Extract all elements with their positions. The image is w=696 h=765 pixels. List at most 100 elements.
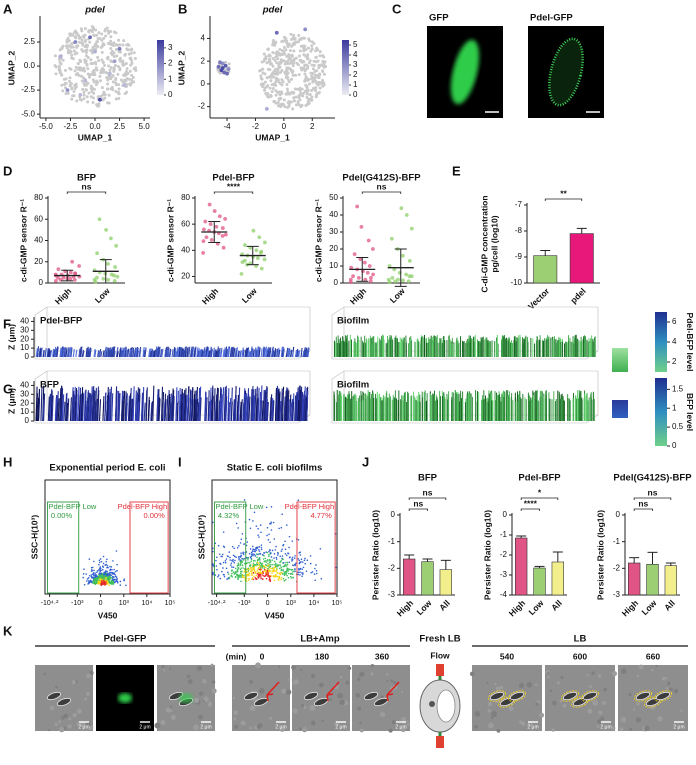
event-dot: [242, 567, 244, 569]
cell-dot: [82, 90, 86, 94]
data-point: [68, 270, 73, 275]
y-tick-label: -10: [510, 278, 522, 287]
bfp-signal: [163, 401, 166, 422]
event-dot: [269, 575, 272, 578]
bfp-signal: [149, 351, 152, 358]
event-dot: [251, 578, 253, 580]
bfp-signal: [97, 350, 100, 358]
significance-label: **: [560, 188, 567, 198]
cell-dot: [123, 78, 127, 82]
cell-dot: [109, 39, 113, 43]
cell-dot: [305, 77, 309, 81]
cell-dot: [317, 76, 321, 80]
cell-dot: [130, 61, 134, 65]
bfp-signal: [169, 393, 172, 422]
time-label: 660: [646, 651, 660, 661]
bfp-signal: [129, 349, 132, 358]
scale-bar-label: 2 μm: [78, 724, 89, 730]
texture: [487, 701, 493, 707]
depth-colorbar: [612, 400, 628, 418]
bfp-signal: [233, 348, 236, 358]
cell-dot: [318, 50, 322, 54]
colorbar: [655, 378, 667, 446]
bfp-signal: [251, 386, 254, 422]
cell-dot: [262, 59, 266, 63]
gate-percent: 0.00%: [143, 511, 165, 520]
cell-dot: [61, 89, 65, 93]
bfp-signal: [205, 346, 208, 358]
cell-dot: [111, 73, 115, 77]
bfp-signal: [73, 401, 76, 422]
texture: [474, 710, 481, 717]
cell-dot: [121, 59, 125, 63]
bfp-signal: [294, 350, 298, 358]
event-dot: [106, 566, 108, 569]
cell-dot: [94, 28, 98, 32]
cell-dot: [130, 73, 134, 77]
cell-dot: [132, 51, 136, 55]
cell-dot: [292, 41, 296, 45]
event-dot: [98, 559, 101, 562]
cell-dot: [103, 63, 107, 67]
bfp-signal: [56, 402, 59, 422]
data-point: [223, 217, 228, 221]
bfp-signal: [229, 397, 232, 422]
bfp-signal: [85, 400, 88, 422]
bfp-signal: [50, 391, 53, 422]
significance-label: ns: [648, 487, 658, 497]
bfp-signal: [260, 385, 263, 422]
event-dot: [242, 552, 244, 555]
significance-label: ****: [227, 181, 241, 191]
event-dot: [242, 576, 244, 579]
cell-dot: [84, 83, 88, 87]
texture: [279, 726, 285, 732]
event-dot: [89, 581, 92, 583]
bfp-signal: [295, 393, 298, 422]
cell-outline: [580, 690, 600, 702]
y-tick-label: -3: [613, 590, 621, 599]
texture: [248, 726, 252, 730]
y-tick-label: 20: [329, 244, 338, 253]
cell-dot: [123, 92, 127, 96]
bfp-signal: [175, 387, 178, 422]
event-dot: [105, 560, 108, 563]
texture: [597, 719, 602, 724]
event-dot: [305, 570, 308, 573]
bfp-signal: [102, 350, 105, 358]
event-dot: [250, 572, 253, 575]
texture: [169, 705, 173, 708]
bfp-signal: [290, 349, 293, 358]
cell-dot: [90, 49, 94, 53]
cell-dot: [117, 87, 121, 91]
event-dot: [239, 559, 242, 561]
event-dot: [291, 558, 294, 561]
texture: [602, 700, 607, 705]
bfp-signal: [67, 398, 70, 422]
event-dot: [229, 556, 231, 559]
gate: [47, 501, 80, 594]
bfp-signal: [80, 346, 83, 358]
bfp-signal: [263, 390, 266, 422]
data-point: [209, 237, 214, 242]
expression-point: [112, 59, 117, 64]
texture: [208, 700, 212, 704]
bar: [533, 255, 558, 284]
texture: [400, 727, 406, 733]
bfp-signal: [161, 391, 165, 422]
bfp-signal: [111, 351, 114, 358]
cell-dot: [75, 31, 79, 35]
chart-title: Exponential period E. coli: [49, 463, 165, 474]
cell-dot: [109, 66, 113, 70]
cell-dot: [100, 44, 104, 48]
cell-outline: [487, 690, 507, 702]
cell-dot: [91, 27, 95, 31]
bfp-signal: [273, 348, 277, 358]
bfp-signal: [281, 386, 285, 422]
texture: [657, 716, 663, 722]
cell-dot: [311, 79, 315, 83]
cell-dot: [114, 47, 118, 51]
cell-dot: [310, 47, 314, 51]
cell-dot: [304, 83, 308, 87]
event-dot: [276, 575, 279, 578]
event-dot: [282, 572, 284, 575]
